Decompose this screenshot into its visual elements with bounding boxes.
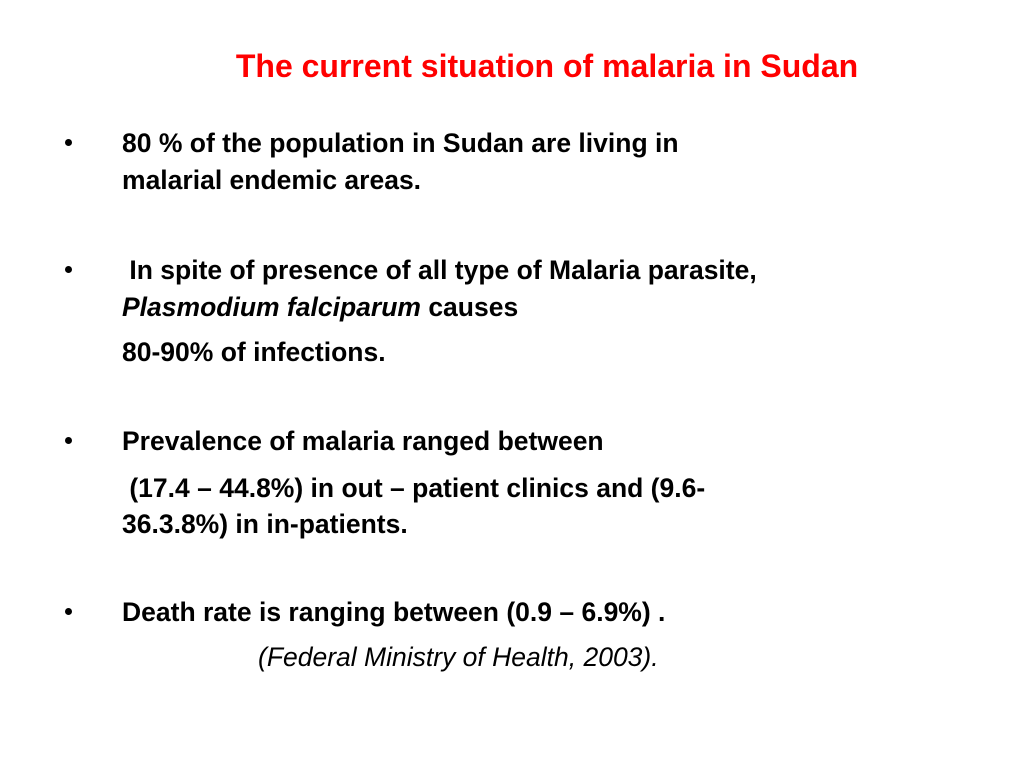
bullet-marker (65, 608, 72, 615)
bullet-marker (65, 437, 72, 444)
bullet-line: Plasmodium falciparum causes (122, 291, 518, 323)
bullet-line: malarial endemic areas. (122, 164, 421, 196)
bullet-marker (65, 139, 72, 146)
bullet-line: Prevalence of malaria ranged between (122, 425, 604, 457)
text-run: In spite of presence of all type of Mala… (122, 255, 757, 285)
text-run: 80 % of the population in Sudan are livi… (122, 128, 679, 158)
text-run: 36.3.8%) in in-patients. (122, 509, 408, 539)
bullet-line: 80 % of the population in Sudan are livi… (122, 127, 679, 159)
bullet-line: In spite of presence of all type of Mala… (122, 254, 757, 286)
bullet-line: (17.4 – 44.8%) in out – patient clinics … (122, 472, 705, 504)
text-run: Prevalence of malaria ranged between (122, 426, 604, 456)
text-run: causes (420, 292, 519, 322)
text-run: malarial endemic areas. (122, 165, 422, 195)
bullet-marker (65, 266, 72, 273)
text-run: (17.4 – 44.8%) in out – patient clinics … (122, 473, 706, 503)
text-run: Plasmodium falciparum (122, 292, 421, 322)
slide-title: The current situation of malaria in Suda… (235, 48, 859, 84)
bullet-line: 36.3.8%) in in-patients. (122, 508, 408, 540)
text-run: Death rate is ranging between (0.9 – 6.9… (122, 597, 666, 627)
bullet-line: 80-90% of infections. (122, 336, 386, 368)
text-run: 80-90% of infections. (122, 337, 386, 367)
bullet-line: Death rate is ranging between (0.9 – 6.9… (122, 596, 665, 628)
citation: (Federal Ministry of Health, 2003). (258, 642, 659, 672)
